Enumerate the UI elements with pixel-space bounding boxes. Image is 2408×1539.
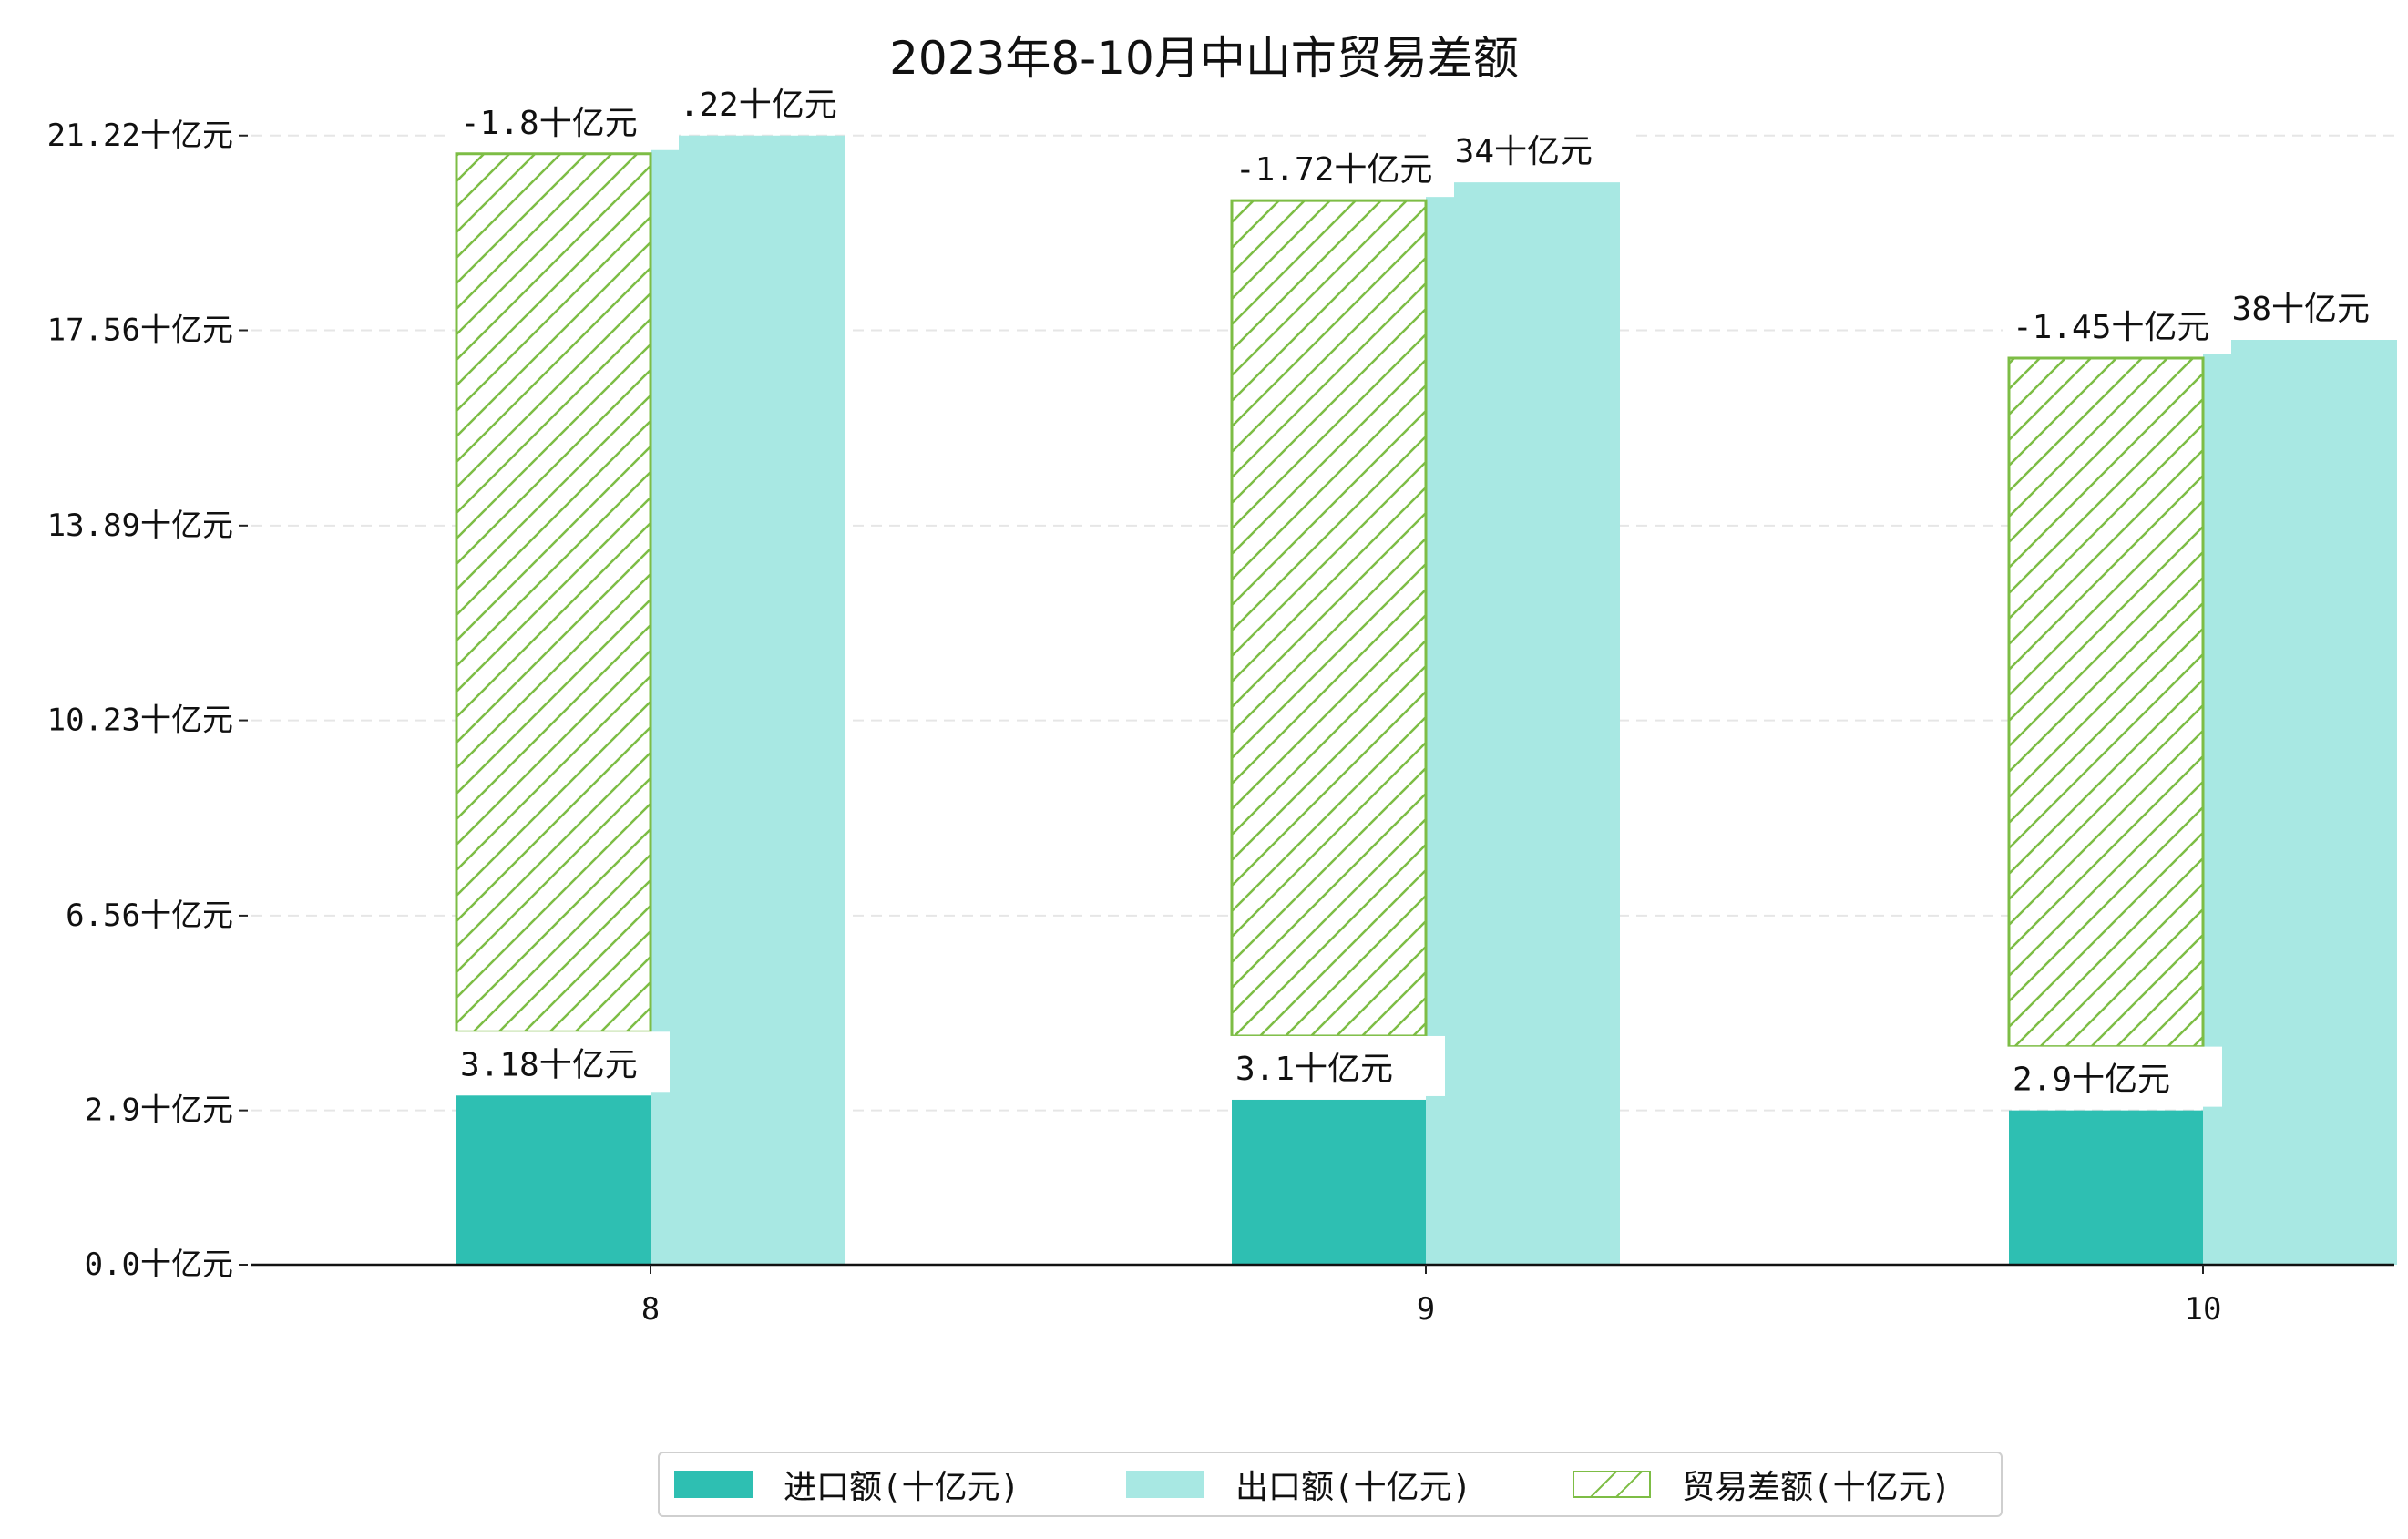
export-data-label: .38十亿元 — [2212, 291, 2370, 328]
y-tick-label: 0.0十亿元 — [85, 1247, 233, 1283]
bar-export — [651, 135, 845, 1266]
balance-data-label: -1.8十亿元 — [460, 105, 638, 142]
legend-item-import: 进口额(十亿元) — [674, 1453, 1020, 1515]
y-tick-label: 13.89十亿元 — [47, 508, 233, 544]
x-tick-label: 10 — [2185, 1291, 2222, 1328]
import-data-label-bg — [2003, 1046, 2222, 1107]
y-tick-label: 6.56十亿元 — [66, 898, 233, 934]
bar-export — [1426, 182, 1620, 1265]
legend-label-import: 进口额(十亿元) — [784, 1469, 1020, 1506]
export-data-label-bg — [1426, 118, 1634, 180]
bar-trade-balance — [1230, 199, 1428, 1038]
bar-trade-balance — [2007, 356, 2205, 1049]
legend: 进口额(十亿元) 出口额(十亿元) 贸易差额(十亿元) — [658, 1452, 2003, 1517]
bar-import — [2009, 1110, 2203, 1265]
x-tick-label: 8 — [641, 1291, 660, 1328]
legend-item-balance: 贸易差额(十亿元) — [1573, 1453, 1951, 1515]
export-data-label: 1.22十亿元 — [660, 87, 837, 124]
import-data-label: 3.18十亿元 — [460, 1046, 638, 1083]
bar-export — [2203, 340, 2397, 1265]
x-tick-label: 9 — [1417, 1291, 1435, 1328]
import-data-label-bg — [1226, 1035, 1445, 1096]
legend-label-export: 出口额(十亿元) — [1235, 1469, 1472, 1506]
legend-swatch-balance — [1573, 1471, 1651, 1498]
balance-data-label-bg — [451, 89, 679, 150]
legend-swatch-import — [674, 1471, 753, 1498]
balance-data-label-bg — [1226, 137, 1454, 198]
bar-import — [456, 1095, 651, 1265]
y-tick-label: 2.9十亿元 — [85, 1093, 233, 1129]
y-tick-label: 21.22十亿元 — [47, 118, 233, 154]
y-tick-label: 17.56十亿元 — [47, 312, 233, 348]
balance-data-label-bg — [2003, 294, 2231, 355]
balance-data-label: -1.72十亿元 — [1235, 151, 1432, 189]
export-data-label-bg — [2203, 276, 2408, 337]
import-data-label: 3.1十亿元 — [1235, 1051, 1393, 1088]
bar-import — [1232, 1099, 1426, 1265]
legend-item-export: 出口额(十亿元) — [1126, 1453, 1471, 1515]
export-data-label: .34十亿元 — [1435, 133, 1593, 170]
chart-title: 2023年8-10月中山市贸易差额 — [889, 32, 1519, 85]
import-data-label-bg — [451, 1031, 670, 1093]
export-data-label-bg — [651, 71, 858, 132]
bar-trade-balance — [455, 152, 652, 1033]
import-data-label: 2.9十亿元 — [2013, 1062, 2170, 1099]
legend-swatch-export — [1126, 1471, 1204, 1498]
legend-label-balance: 贸易差额(十亿元) — [1682, 1469, 1952, 1506]
balance-data-label: -1.45十亿元 — [2013, 309, 2209, 346]
y-tick-label: 10.23十亿元 — [47, 703, 233, 739]
